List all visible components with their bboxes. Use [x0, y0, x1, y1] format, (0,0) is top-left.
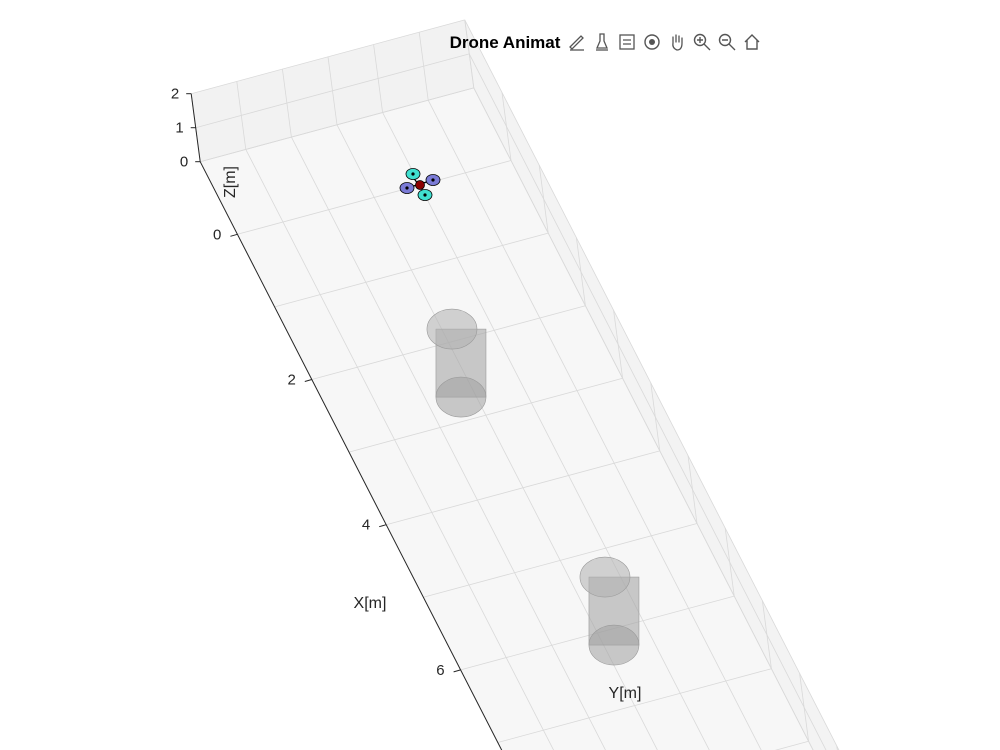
rotate-3d-button[interactable]	[641, 31, 663, 53]
x-tick-label: 0	[213, 226, 221, 243]
rotate-3d-icon	[644, 34, 660, 50]
data-tips-button[interactable]	[616, 31, 638, 53]
grid-line	[291, 136, 606, 750]
grid-line	[427, 100, 762, 750]
x-axis-label: X[m]	[354, 595, 387, 612]
axes-toolbar	[566, 30, 763, 54]
floor-pane	[200, 87, 814, 750]
tick-labels: 024681001234012	[171, 86, 461, 679]
zoom-in-icon	[693, 33, 711, 51]
x-axis-line	[199, 161, 503, 750]
chart-title: Drone Animat	[450, 33, 561, 52]
x-tick-mark	[379, 524, 387, 528]
drone-body	[415, 180, 425, 190]
obstacle-cylinder	[579, 556, 640, 666]
z-axis-label: Z[m]	[222, 166, 239, 198]
brush-icon	[596, 33, 608, 51]
edit-plot-button[interactable]	[566, 31, 588, 53]
edit-plot-icon	[569, 35, 584, 51]
x-tick-mark	[230, 233, 238, 237]
home-icon	[744, 34, 760, 50]
axes-panes	[191, 19, 839, 750]
grid-line	[195, 53, 470, 129]
grid-line	[468, 53, 827, 750]
x-tick-label: 4	[362, 517, 370, 534]
grid-line	[191, 19, 465, 95]
zoom-out-button[interactable]	[716, 31, 738, 53]
home-button[interactable]	[741, 31, 763, 53]
pan-button[interactable]	[666, 31, 688, 53]
cylinder-top	[579, 556, 631, 598]
brush-button[interactable]	[591, 31, 613, 53]
y-axis-label: Y[m]	[609, 685, 642, 702]
rotor-hub	[431, 178, 435, 182]
z-tick-label: 0	[180, 154, 188, 171]
data-tips-icon	[619, 34, 635, 50]
zoom-in-button[interactable]	[691, 31, 713, 53]
grid-line	[200, 87, 474, 163]
rotor-hub	[411, 172, 415, 176]
x-tick-mark	[453, 669, 461, 673]
z-tick-label: 2	[171, 86, 179, 103]
obstacles-group	[426, 308, 640, 666]
x-tick-mark	[304, 379, 312, 382]
x-tick-label: 6	[436, 662, 444, 679]
grid-line	[464, 19, 840, 750]
pan-icon	[672, 34, 683, 51]
rotor-hub	[405, 186, 409, 190]
grid-line	[245, 149, 554, 750]
rotor-hub	[423, 193, 427, 197]
obstacle-cylinder	[426, 308, 487, 418]
grid-line	[473, 87, 814, 750]
cylinder-top	[426, 308, 478, 350]
grid-line	[336, 124, 658, 750]
cylinder-bottom	[435, 376, 487, 418]
zoom-out-icon	[718, 33, 736, 51]
z-tick-label: 1	[175, 120, 183, 137]
x-tick-label: 2	[287, 372, 295, 389]
drone-marker	[399, 168, 441, 201]
cylinder-bottom	[588, 624, 640, 666]
grid-line	[382, 112, 710, 750]
